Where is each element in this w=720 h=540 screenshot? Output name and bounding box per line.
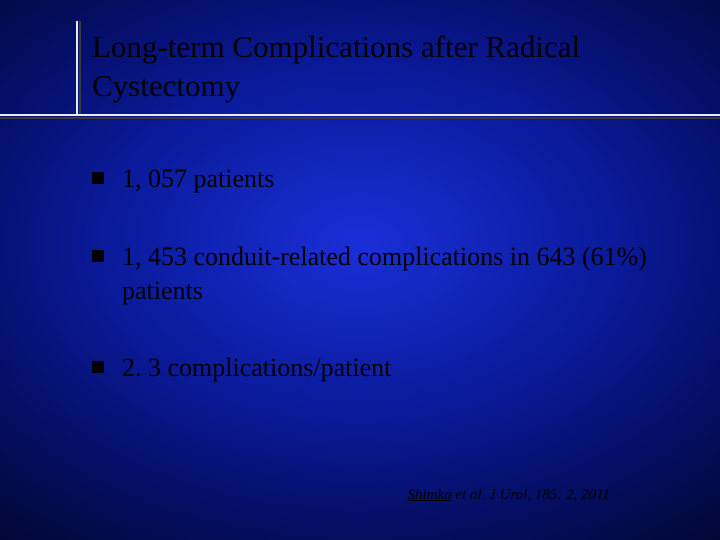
bullet-text: 1, 057 patients [122, 162, 274, 196]
bullet-item: 1, 057 patients [92, 162, 652, 196]
citation: Shimko et al. J Urol, 185: 2, 2011 [408, 487, 611, 504]
citation-rest: et al. J Urol, 185: 2, 2011 [452, 487, 610, 503]
bullet-square-icon [92, 172, 104, 184]
bullet-square-icon [92, 361, 104, 373]
citation-author: Shimko [408, 487, 452, 503]
title-underline-shadow [0, 117, 720, 119]
bullet-square-icon [92, 250, 104, 262]
bullet-item: 1, 453 conduit-related complications in … [92, 240, 652, 308]
title-left-accent [76, 21, 78, 116]
slide-title: Long-term Complications after Radical Cy… [92, 28, 652, 106]
slide-body: 1, 057 patients 1, 453 conduit-related c… [92, 162, 652, 429]
bullet-text: 2. 3 complications/patient [122, 351, 391, 385]
bullet-item: 2. 3 complications/patient [92, 351, 652, 385]
slide-title-block: Long-term Complications after Radical Cy… [92, 28, 652, 106]
bullet-text: 1, 453 conduit-related complications in … [122, 240, 652, 308]
title-underline [0, 114, 720, 116]
title-left-accent-shadow [79, 21, 81, 116]
